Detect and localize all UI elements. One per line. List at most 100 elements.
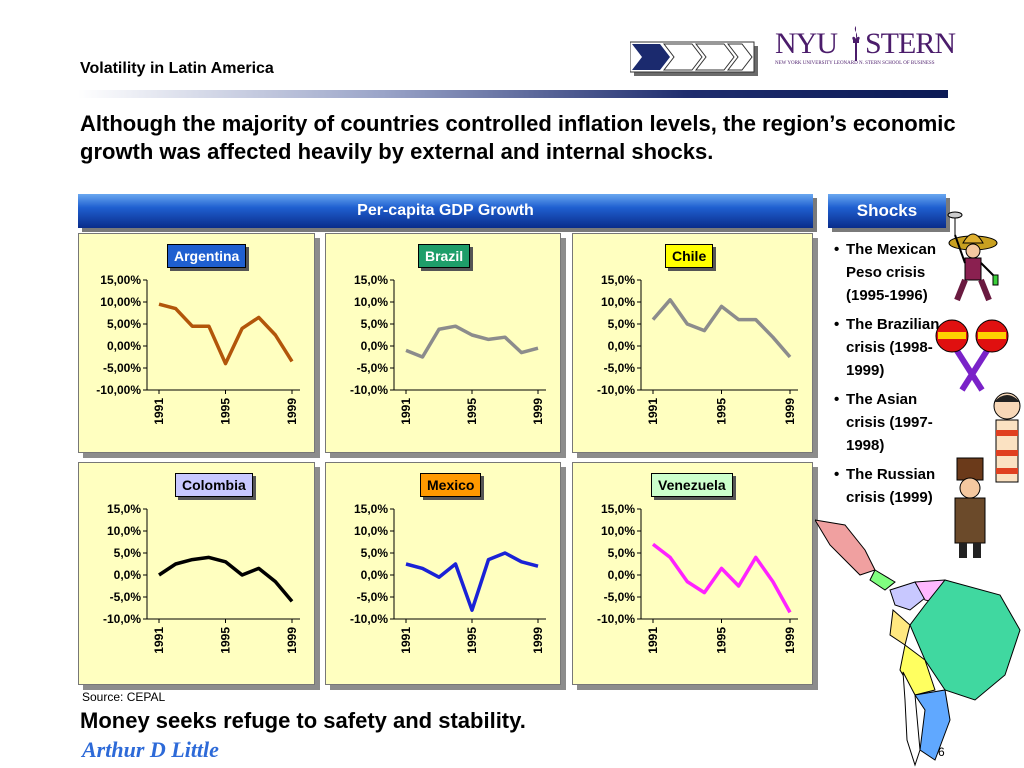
russian-figure-icon [954, 457, 986, 558]
x-tick-label: 1991 [399, 627, 413, 654]
chart-title: Chile [665, 244, 714, 268]
y-tick-label: 10,0% [354, 295, 388, 309]
mexican-figure-icon [947, 211, 999, 302]
x-tick-label: 1995 [715, 398, 729, 425]
line-chart: 15,0% 10,0% 5,0% 0,0% -5,0% -10,0% 1991 1995 199… [597, 273, 798, 425]
y-tick-label: 15,0% [354, 273, 388, 287]
source-note: Source: CEPAL [82, 690, 166, 704]
x-tick-label: 1999 [531, 627, 545, 654]
chart-panel-venezuela: Venezuela 15,0% 10,0% 5,0% 0,0% -5,0% -10,0% 19… [572, 462, 813, 685]
series-line [158, 302, 294, 366]
y-tick-label: -10,0% [350, 612, 388, 626]
headline: Although the majority of countries contr… [80, 111, 956, 164]
torch-icon [852, 26, 860, 61]
y-tick-label: 5,0% [361, 317, 389, 331]
y-tick-label: 15,0% [601, 273, 635, 287]
y-tick-label: -5,0% [357, 361, 389, 375]
line-chart: 15,0% 10,0% 5,0% 0,0% -5,0% -10,0% 1991 1995 199… [350, 273, 546, 425]
series-line [651, 298, 792, 359]
x-tick-label: 1999 [783, 398, 797, 425]
y-tick-label: 15,0% [354, 502, 388, 516]
y-tick-label: 10,0% [601, 524, 635, 538]
shock-item: The Brazilian crisis (1998-1999) [834, 313, 954, 382]
y-tick-label: 0,0% [361, 339, 389, 353]
y-tick-label: -5,0% [604, 361, 636, 375]
series-line [405, 324, 539, 359]
chevron-nav-icon [630, 41, 758, 76]
x-tick-label: 1995 [465, 398, 479, 425]
shock-item: The Asian crisis (1997-1998) [834, 388, 954, 457]
kokeshi-doll-icon [993, 392, 1021, 483]
y-tick-label: 5,0% [114, 546, 142, 560]
y-tick-label: -10,0% [103, 612, 141, 626]
y-tick-label: 0,00% [107, 339, 141, 353]
x-tick-label: 1999 [285, 398, 299, 425]
shock-item: The Russian crisis (1999) [834, 463, 954, 509]
header-rule [78, 90, 948, 98]
x-tick-label: 1991 [152, 627, 166, 654]
chart-title: Colombia [175, 473, 253, 497]
x-tick-label: 1999 [285, 627, 299, 654]
series-line [158, 555, 294, 603]
line-chart: 15,00% 10,00% 5,00% 0,00% -5,00% -10,00% 1991 1… [96, 273, 300, 425]
shocks-banner: Shocks [828, 194, 946, 228]
y-tick-label: 5,0% [608, 317, 636, 331]
tagline: Money seeks refuge to safety and stabili… [80, 708, 526, 733]
chart-title: Brazil [418, 244, 471, 268]
x-tick-label: 1995 [219, 398, 233, 425]
y-tick-label: -5,0% [357, 590, 389, 604]
y-tick-label: 5,00% [107, 317, 141, 331]
y-tick-label: -10,0% [350, 383, 388, 397]
x-tick-label: 1991 [399, 398, 413, 425]
line-chart: 15,0% 10,0% 5,0% 0,0% -5,0% -10,0% 1991 1995 199… [597, 502, 798, 654]
y-tick-label: -5,0% [604, 590, 636, 604]
y-tick-label: 5,0% [608, 546, 636, 560]
page-number: 6 [938, 745, 945, 759]
chart-panel-brazil: Brazil 15,0% 10,0% 5,0% 0,0% -5,0% -10,0% 1991 1… [325, 233, 561, 453]
y-tick-label: 0,0% [608, 568, 636, 582]
series-line [651, 542, 792, 614]
x-tick-label: 1995 [465, 627, 479, 654]
arthur-d-little-logo: Arthur D Little [82, 737, 219, 762]
y-tick-label: -10,0% [597, 383, 635, 397]
series-line [405, 551, 539, 612]
nyu-stern-logo: NYU STERN NEW YORK UNIVERSITY LEONARD N.… [775, 26, 956, 66]
y-tick-label: 0,0% [608, 339, 636, 353]
y-tick-label: -5,00% [103, 361, 141, 375]
chart-panel-argentina: Argentina 15,00% 10,00% 5,00% 0,00% -5,00% -10… [78, 233, 315, 453]
y-tick-label: 10,0% [107, 524, 141, 538]
x-tick-label: 1991 [646, 627, 660, 654]
chart-panel-colombia: Colombia 15,0% 10,0% 5,0% 0,0% -5,0% -10,0% 199… [78, 462, 315, 685]
y-tick-label: 15,0% [601, 502, 635, 516]
chart-panel-mexico: Mexico 15,0% 10,0% 5,0% 0,0% -5,0% -10,0% 1991 1… [325, 462, 561, 685]
chart-section-banner: Per-capita GDP Growth [78, 194, 813, 228]
line-chart: 15,0% 10,0% 5,0% 0,0% -5,0% -10,0% 1991 1995 199… [350, 502, 546, 654]
line-chart: 15,0% 10,0% 5,0% 0,0% -5,0% -10,0% 1991 1995 199… [103, 502, 300, 654]
y-tick-label: 0,0% [114, 568, 142, 582]
x-tick-label: 1991 [646, 398, 660, 425]
x-tick-label: 1991 [152, 398, 166, 425]
y-tick-label: 5,0% [361, 546, 389, 560]
latin-america-map [815, 519, 1021, 767]
chart-title: Mexico [420, 473, 482, 497]
x-tick-label: 1995 [219, 627, 233, 654]
shock-item: The Mexican Peso crisis (1995-1996) [834, 238, 954, 307]
chart-title: Argentina [167, 244, 247, 268]
y-tick-label: -5,0% [110, 590, 142, 604]
y-tick-label: -10,0% [597, 612, 635, 626]
y-tick-label: -10,00% [96, 383, 141, 397]
y-tick-label: 10,0% [601, 295, 635, 309]
header-title: Volatility in Latin America [80, 60, 274, 77]
y-tick-label: 10,00% [100, 295, 141, 309]
x-tick-label: 1999 [783, 627, 797, 654]
maracas-icon [935, 319, 1009, 392]
x-tick-label: 1995 [715, 627, 729, 654]
y-tick-label: 0,0% [361, 568, 389, 582]
y-tick-label: 15,00% [100, 273, 141, 287]
chart-title: Venezuela [651, 473, 733, 497]
y-tick-label: 10,0% [354, 524, 388, 538]
shocks-list: The Mexican Peso crisis (1995-1996) The … [834, 238, 954, 515]
x-tick-label: 1999 [531, 398, 545, 425]
y-tick-label: 15,0% [107, 502, 141, 516]
chart-panel-chile: Chile 15,0% 10,0% 5,0% 0,0% -5,0% -10,0% 1991 19… [572, 233, 813, 453]
